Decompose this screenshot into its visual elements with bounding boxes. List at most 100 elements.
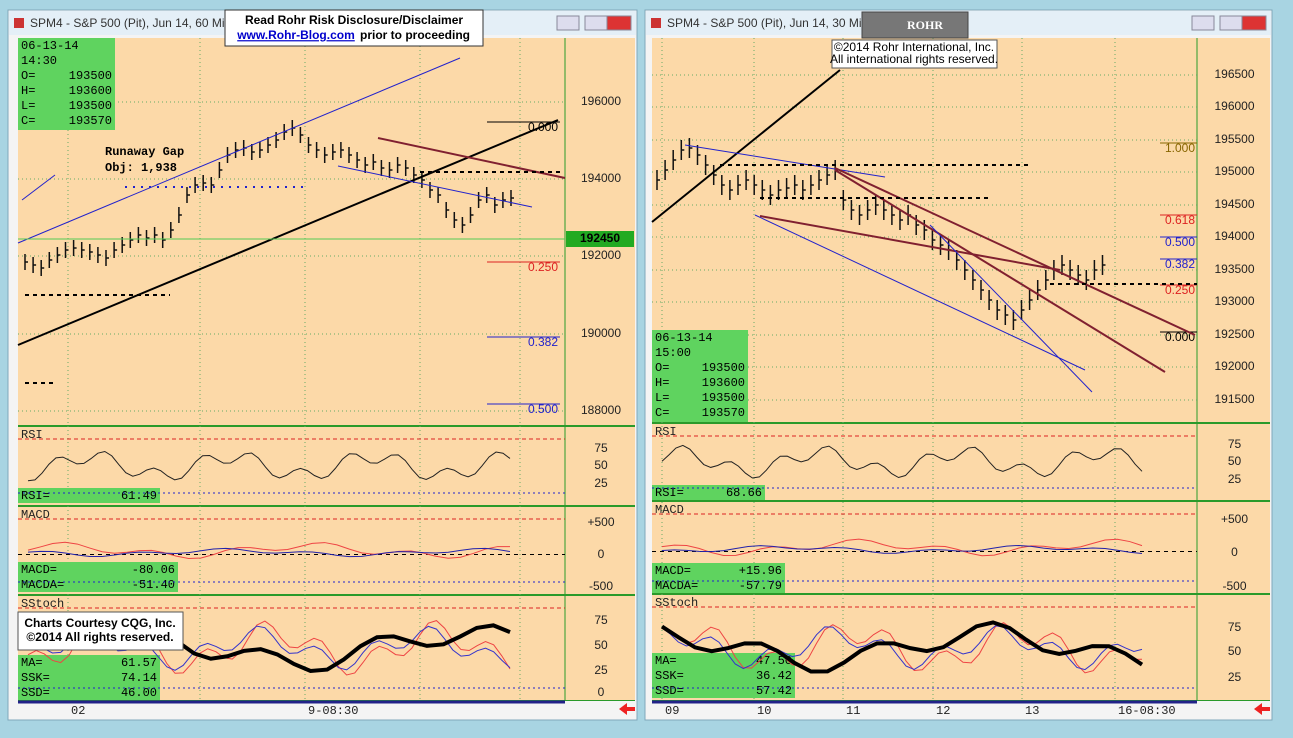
macd-line <box>661 538 1143 557</box>
disclaimer-link[interactable]: www.Rohr-Blog.com <box>236 28 355 42</box>
fib-label: 0.500 <box>1165 235 1195 249</box>
window-button[interactable] <box>556 15 580 31</box>
info-name: 14:30 <box>21 54 57 68</box>
indicator-tick: 0 <box>598 685 605 699</box>
readout-value: 57.42 <box>756 684 792 698</box>
readout-value: 61.49 <box>121 489 157 503</box>
indicator-tick: 0 <box>1231 545 1238 559</box>
readout-name: MACD= <box>655 564 691 578</box>
fib-label: 0.250 <box>528 260 558 274</box>
fib-label: 0.250 <box>1165 283 1195 297</box>
time-label: 10 <box>757 704 771 718</box>
panel-label: RSI <box>655 425 677 439</box>
readout-box <box>18 562 178 592</box>
ssd-line <box>661 625 1143 671</box>
readout-box <box>652 653 795 698</box>
disclaimer-tail: prior to proceeding <box>360 28 470 42</box>
fib-label: 0.500 <box>528 402 558 416</box>
indicator-tick: 0 <box>598 547 605 561</box>
time-label: 13 <box>1025 704 1039 718</box>
readout-box <box>652 563 785 593</box>
disclaimer-box <box>224 9 484 47</box>
copyright: ©2014 Rohr International, Inc. <box>834 40 994 54</box>
macd-avg-line <box>661 544 1143 555</box>
trend-line <box>21 174 56 201</box>
indicator-tick: -500 <box>589 579 613 593</box>
time-label: 02 <box>71 704 85 718</box>
indicator-tick: 75 <box>594 613 608 627</box>
readout-value: 46.00 <box>121 686 157 700</box>
last-price-tag <box>566 231 634 247</box>
indicator-tick: 25 <box>594 663 608 677</box>
indicator-tick: 50 <box>594 458 608 472</box>
indicator-tick: 50 <box>1228 644 1242 658</box>
info-name: L= <box>655 391 669 405</box>
window-button[interactable] <box>1191 15 1215 31</box>
price-label: 194000 <box>581 171 621 185</box>
copyright-box <box>831 39 998 69</box>
panel-label: RSI <box>21 428 43 442</box>
info-value: 193570 <box>702 406 745 420</box>
fib-label: 0.000 <box>1165 330 1195 344</box>
price-label: 196500 <box>1214 67 1254 81</box>
readout-name: MACDA= <box>655 579 698 593</box>
indicator-tick: +500 <box>1221 512 1248 526</box>
readout-name: SSK= <box>655 669 684 683</box>
info-value: 193500 <box>69 69 112 83</box>
readout-name: SSD= <box>655 684 684 698</box>
price-label: 188000 <box>581 403 621 417</box>
ma-line <box>660 620 1144 674</box>
readout-name: MA= <box>655 654 677 668</box>
disclaimer-title: Read Rohr Risk Disclosure/Disclaimer <box>245 13 463 27</box>
logo-box <box>861 11 969 39</box>
scroll-arrow[interactable] <box>619 703 635 715</box>
info-name: O= <box>655 361 669 375</box>
courtesy: Charts Courtesy CQG, Inc. <box>24 616 175 630</box>
info-name: C= <box>655 406 669 420</box>
time-label: 16-08:30 <box>1118 704 1176 718</box>
window-title: SPM4 - S&P 500 (Pit), Jun 14, 60 Min <box>30 16 231 30</box>
indicator-tick: 25 <box>1228 670 1242 684</box>
info-name: 15:00 <box>655 346 691 360</box>
trend-line <box>929 224 1093 393</box>
info-name: H= <box>655 376 669 390</box>
app-icon <box>651 18 661 28</box>
readout-value: 68.66 <box>726 486 762 500</box>
info-name: 06-13-14 <box>655 331 713 345</box>
info-name: C= <box>21 114 35 128</box>
price-label: 196000 <box>1214 99 1254 113</box>
scroll-arrow[interactable] <box>1254 703 1270 715</box>
readout-value: 36.42 <box>756 669 792 683</box>
price-label: 195000 <box>1214 164 1254 178</box>
readout-name: SSK= <box>21 671 50 685</box>
trend-line <box>759 215 1061 271</box>
indicator-tick: 50 <box>594 638 608 652</box>
annotation: Obj: 1,938 <box>105 161 177 175</box>
annotation: Runaway Gap <box>105 145 184 159</box>
trend-line <box>337 165 533 208</box>
panel-label: MACD <box>655 503 684 517</box>
window-button[interactable] <box>1241 15 1267 31</box>
info-name: O= <box>21 69 35 83</box>
info-name: L= <box>21 99 35 113</box>
time-label: 12 <box>936 704 950 718</box>
price-label: 192500 <box>1214 327 1254 341</box>
copyright: All international rights reserved. <box>830 52 998 66</box>
readout-name: MA= <box>21 656 43 670</box>
window-title: SPM4 - S&P 500 (Pit), Jun 14, 30 Min <box>667 16 868 30</box>
fib-label: 0.382 <box>528 335 558 349</box>
readout-value: 74.14 <box>121 671 157 685</box>
trend-line <box>17 57 461 244</box>
info-value: 193500 <box>702 361 745 375</box>
window-button[interactable] <box>606 15 632 31</box>
trend-line <box>651 69 841 223</box>
price-label: 194500 <box>1214 197 1254 211</box>
indicator-tick: 75 <box>1228 620 1242 634</box>
last-price: 192450 <box>580 231 620 245</box>
price-label: 190000 <box>581 326 621 340</box>
info-value: 193600 <box>69 84 112 98</box>
window-button[interactable] <box>584 15 608 31</box>
window-button[interactable] <box>1219 15 1243 31</box>
